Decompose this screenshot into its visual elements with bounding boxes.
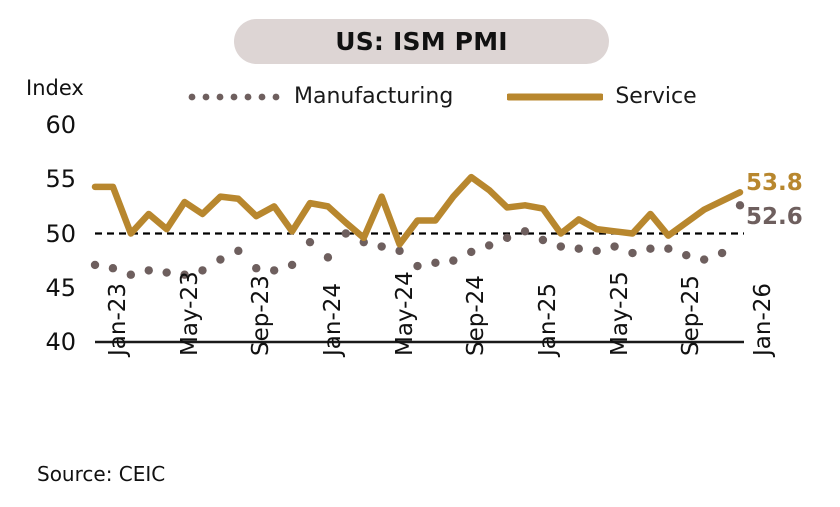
x-tick-label-may-25: May-25 [606,271,633,356]
y-tick-label-45: 45 [45,273,76,302]
end-label-service: 53.8 [746,170,803,196]
chart-title-pill: US: ISM PMI [234,19,609,64]
x-tick-label-may-24: May-24 [391,271,418,356]
data-series-group [90,173,745,279]
page-title: US: ISM PMI [335,27,508,56]
x-tick-label-may-23: May-23 [176,271,203,356]
chart-legend: Manufacturing Service [186,84,697,109]
series-service [91,173,744,248]
y-axis-title: Index [26,76,84,100]
y-tick-label-55: 55 [45,165,76,194]
y-tick-label-40: 40 [45,328,76,356]
y-tick-label-60: 60 [45,111,76,139]
solid-line-marker-icon [507,93,604,100]
legend-label-service: Service [615,84,697,109]
end-label-manufacturing: 52.6 [746,204,803,230]
x-tick-label-sep-25: Sep-25 [678,275,705,356]
legend-item-manufacturing[interactable]: Manufacturing [186,84,453,109]
source-note: Source: CEIC [37,462,166,486]
x-tick-label-sep-23: Sep-23 [248,275,275,356]
dotted-line-marker-icon [188,93,280,100]
x-tick-label-jan-23: Jan-23 [105,282,131,356]
x-tick-label-jan-24: Jan-24 [320,282,346,356]
legend-item-service[interactable]: Service [507,84,697,109]
x-tick-label-jan-25: Jan-25 [535,282,561,356]
series-manufacturing [90,201,745,279]
y-tick-label-50: 50 [45,219,76,248]
legend-label-manufacturing: Manufacturing [294,84,454,109]
x-tick-label-jan-26: Jan-26 [750,282,776,356]
x-tick-label-sep-24: Sep-24 [463,275,490,356]
